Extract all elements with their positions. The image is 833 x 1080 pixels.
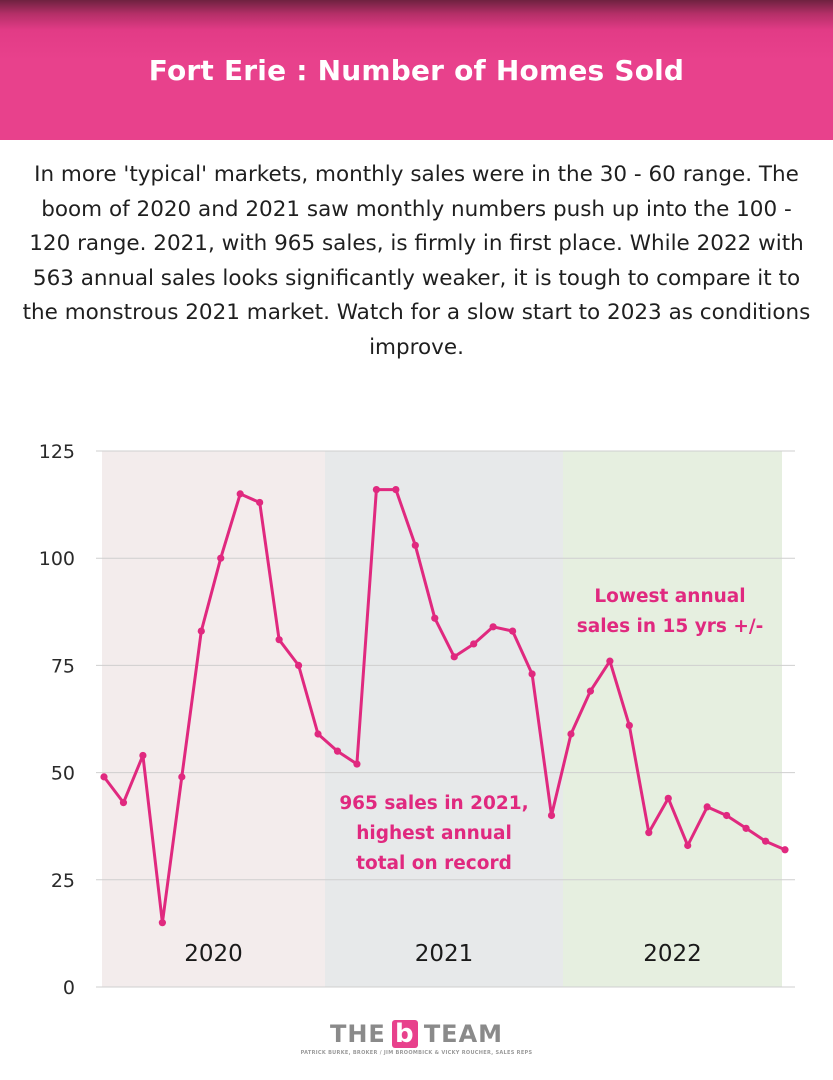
chart-gridlines (96, 450, 795, 988)
data-point (567, 730, 575, 738)
year-band-2020 (102, 451, 325, 987)
data-point (236, 490, 244, 498)
data-point (353, 760, 361, 768)
sales-points (100, 485, 789, 927)
data-point (606, 657, 614, 665)
annotation-line: highest annual (356, 823, 512, 844)
data-point (294, 661, 303, 669)
data-point (489, 623, 497, 631)
annotation-line: total on record (356, 853, 512, 874)
year-band-2021 (325, 451, 563, 987)
data-point (178, 773, 186, 781)
y-tick-label: 50 (51, 763, 75, 785)
annotation-line: sales in 15 yrs +/- (577, 616, 764, 637)
data-point (703, 803, 711, 811)
chart-annotations: Lowest annual sales in 15 yrs +/- 965 sale… (339, 586, 763, 874)
sales-line (102, 488, 787, 925)
y-tick-label: 100 (39, 548, 75, 570)
data-point (470, 640, 478, 648)
data-point (256, 498, 264, 507)
y-axis-ticks: 0 25 50 75 100 125 (39, 441, 75, 999)
year-band-2022 (563, 451, 782, 987)
y-tick-label: 25 (51, 870, 75, 892)
year-band-label: 2021 (415, 941, 474, 967)
logo-mark: b (391, 1020, 418, 1048)
data-point (372, 485, 380, 494)
data-point (314, 730, 322, 738)
data-point (645, 829, 653, 837)
page-title: Fort Erie : Number of Homes Sold (148, 53, 685, 87)
data-point (742, 824, 750, 832)
data-point (197, 627, 205, 635)
data-point (761, 837, 770, 845)
data-point (431, 614, 439, 622)
y-tick-label: 0 (63, 977, 75, 999)
data-point (158, 919, 166, 927)
footer: THE b TEAM PATRICK BURKE, BROKER / JIM B… (0, 1020, 833, 1080)
data-point (684, 841, 692, 850)
data-point (100, 773, 108, 781)
y-tick-label: 75 (51, 655, 75, 677)
data-point (508, 627, 517, 635)
header-banner: Fort Erie : Number of Homes Sold (0, 0, 833, 140)
data-point (547, 811, 556, 820)
data-point (119, 799, 128, 807)
y-tick-label: 125 (39, 441, 75, 463)
year-bands (102, 451, 782, 987)
logo-text-right: TEAM (423, 1020, 504, 1048)
series-line (102, 488, 787, 925)
data-point (723, 811, 731, 820)
team-logo: THE b TEAM (330, 1020, 503, 1048)
data-point (275, 636, 283, 644)
data-point (333, 747, 342, 755)
data-point (450, 653, 458, 661)
line-chart: 0 25 50 75 100 125 2020 2021 2022 Lowest annual… (39, 441, 795, 999)
data-point (781, 846, 789, 854)
year-band-labels: 2020 2021 2022 (184, 941, 702, 967)
data-point (625, 721, 633, 730)
data-point (664, 794, 672, 802)
data-point (528, 670, 536, 678)
year-band-label: 2020 (184, 941, 243, 967)
annotation-line: 965 sales in 2021, (339, 793, 528, 814)
description-text: In more 'typical' markets, monthly sales… (22, 162, 811, 360)
data-point (139, 751, 147, 760)
data-point (586, 687, 595, 695)
year-band-label: 2022 (643, 941, 702, 967)
logo-text-left: THE (329, 1020, 386, 1048)
data-point (411, 541, 419, 549)
annotation-line: Lowest annual (594, 586, 745, 607)
data-point (217, 554, 225, 562)
data-point (392, 485, 400, 494)
logo-tagline: PATRICK BURKE, BROKER / JIM BROOMBICK & … (300, 1050, 533, 1056)
